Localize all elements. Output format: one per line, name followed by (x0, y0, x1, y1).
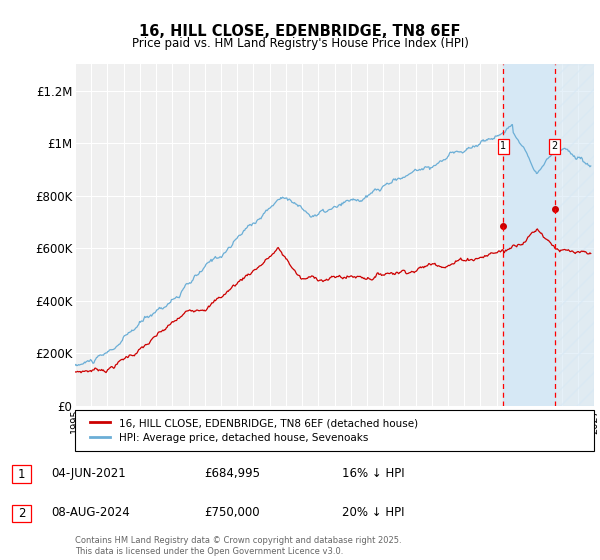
Text: 20% ↓ HPI: 20% ↓ HPI (342, 506, 404, 519)
Text: 2: 2 (551, 141, 558, 151)
Text: 1: 1 (500, 141, 506, 151)
Bar (503, 64, 555, 406)
Text: 16% ↓ HPI: 16% ↓ HPI (342, 466, 404, 480)
Text: £750,000: £750,000 (204, 506, 260, 519)
Bar (555, 64, 594, 406)
Text: £684,995: £684,995 (204, 466, 260, 480)
Text: 1: 1 (18, 468, 25, 481)
Text: 08-AUG-2024: 08-AUG-2024 (51, 506, 130, 519)
Legend: 16, HILL CLOSE, EDENBRIDGE, TN8 6EF (detached house), HPI: Average price, detach: 16, HILL CLOSE, EDENBRIDGE, TN8 6EF (det… (85, 414, 422, 447)
Text: 04-JUN-2021: 04-JUN-2021 (51, 466, 126, 480)
Text: 2: 2 (18, 507, 25, 520)
Text: 16, HILL CLOSE, EDENBRIDGE, TN8 6EF: 16, HILL CLOSE, EDENBRIDGE, TN8 6EF (139, 25, 461, 39)
Text: Price paid vs. HM Land Registry's House Price Index (HPI): Price paid vs. HM Land Registry's House … (131, 37, 469, 50)
Text: Contains HM Land Registry data © Crown copyright and database right 2025.
This d: Contains HM Land Registry data © Crown c… (75, 536, 401, 556)
